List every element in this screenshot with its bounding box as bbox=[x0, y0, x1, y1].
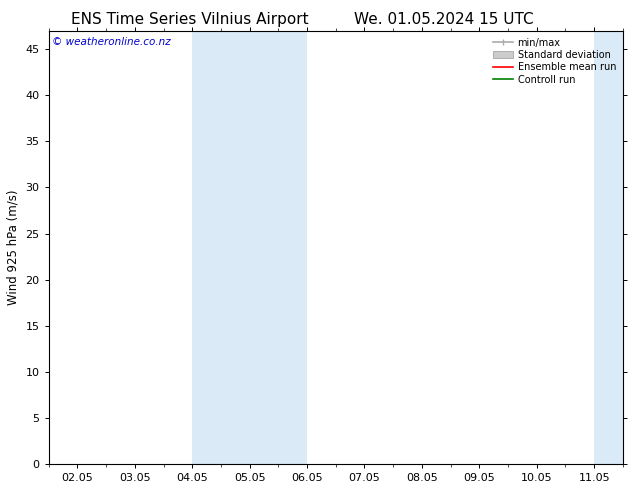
Legend: min/max, Standard deviation, Ensemble mean run, Controll run: min/max, Standard deviation, Ensemble me… bbox=[489, 34, 620, 89]
Text: © weatheronline.co.nz: © weatheronline.co.nz bbox=[51, 37, 171, 47]
Text: We. 01.05.2024 15 UTC: We. 01.05.2024 15 UTC bbox=[354, 12, 534, 27]
Bar bbox=[594, 31, 634, 464]
Bar bbox=[250, 31, 307, 464]
Bar bbox=[192, 31, 250, 464]
Text: ENS Time Series Vilnius Airport: ENS Time Series Vilnius Airport bbox=[72, 12, 309, 27]
Y-axis label: Wind 925 hPa (m/s): Wind 925 hPa (m/s) bbox=[7, 190, 20, 305]
